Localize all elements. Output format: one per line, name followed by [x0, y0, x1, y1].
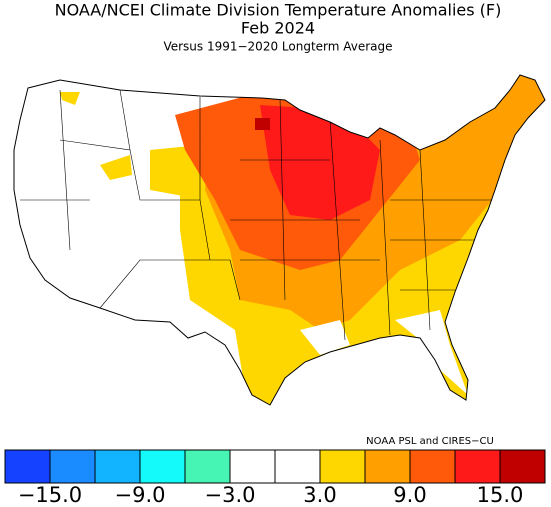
colorbar-tick-label: −9.0 [115, 483, 166, 507]
state-lines [20, 89, 500, 341]
colorbar-tick-label: −15.0 [18, 483, 82, 507]
region-dark-red [255, 118, 270, 130]
region-gold-west [60, 92, 205, 200]
colorbar-bin [139, 449, 186, 484]
colorbar-tick-label: 9.0 [393, 483, 426, 507]
colorbar-bin [274, 449, 321, 484]
colorbar-tick-label: 15.0 [477, 483, 524, 507]
us-map [13, 74, 546, 406]
colorbar-tick-label: 3.0 [303, 483, 336, 507]
credit: NOAA PSL and CIRES−CU [366, 436, 494, 447]
colorbar-bin [454, 449, 501, 484]
colorbar: −15.0 −9.0 −3.0 3.0 9.0 15.0 [4, 449, 546, 507]
subtitle: Feb 2024 [241, 19, 315, 38]
colorbar-bin [184, 449, 231, 484]
colorbar-bin [49, 449, 96, 484]
region-white-south [300, 310, 468, 395]
colorbar-bin [4, 449, 51, 484]
title: NOAA/NCEI Climate Division Temperature A… [55, 1, 502, 20]
colorbar-bin [229, 449, 276, 484]
colorbar-bin [499, 449, 546, 484]
colorbar-bin [319, 449, 366, 484]
colorbar-bin [409, 449, 456, 484]
colorbar-bin [364, 449, 411, 484]
colorbar-tick-label: −3.0 [205, 483, 256, 507]
colorbar-bin [94, 449, 141, 484]
region-red [260, 105, 380, 220]
note: Versus 1991−2020 Longterm Average [163, 40, 392, 54]
